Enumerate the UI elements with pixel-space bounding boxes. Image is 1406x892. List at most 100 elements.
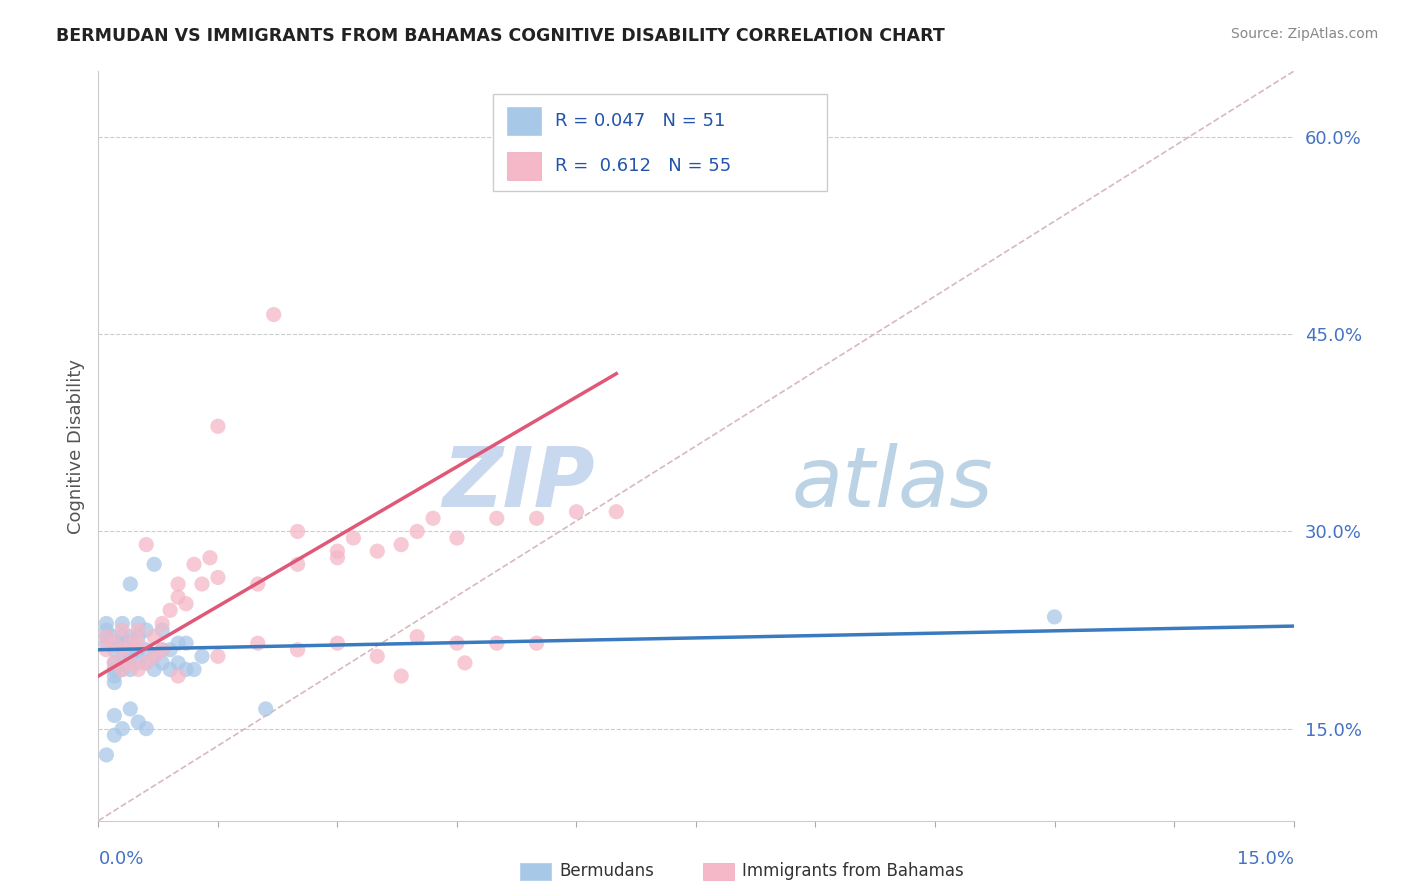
Point: [127, 714, 149, 729]
Point: [135, 722, 157, 736]
Point: [605, 505, 627, 519]
Point: [485, 636, 508, 650]
Point: [103, 642, 125, 657]
Point: [287, 558, 309, 572]
Point: [103, 728, 125, 742]
Point: [167, 590, 190, 604]
Point: [191, 577, 214, 591]
Point: [127, 663, 149, 677]
Point: [103, 656, 125, 670]
Text: BERMUDAN VS IMMIGRANTS FROM BAHAMAS COGNITIVE DISABILITY CORRELATION CHART: BERMUDAN VS IMMIGRANTS FROM BAHAMAS COGN…: [56, 27, 945, 45]
Point: [422, 511, 444, 525]
Point: [135, 623, 157, 637]
Point: [406, 524, 429, 539]
Point: [565, 505, 588, 519]
Point: [446, 636, 468, 650]
Point: [103, 636, 125, 650]
Text: R =  0.612   N = 55: R = 0.612 N = 55: [555, 157, 731, 175]
Point: [1043, 610, 1066, 624]
Point: [167, 656, 190, 670]
Text: 0.0%: 0.0%: [98, 849, 143, 868]
Point: [183, 663, 205, 677]
Point: [127, 636, 149, 650]
Point: [103, 669, 125, 683]
Point: [485, 511, 508, 525]
Point: [111, 663, 134, 677]
Point: [127, 630, 149, 644]
Point: [120, 649, 142, 664]
FancyBboxPatch shape: [508, 106, 541, 135]
Point: [111, 656, 134, 670]
Point: [167, 577, 190, 591]
Text: Source: ZipAtlas.com: Source: ZipAtlas.com: [1230, 27, 1378, 41]
Point: [96, 642, 118, 657]
Point: [198, 550, 221, 565]
Point: [120, 642, 142, 657]
Point: [366, 649, 388, 664]
Point: [103, 630, 125, 644]
Point: [120, 630, 142, 644]
Text: Immigrants from Bahamas: Immigrants from Bahamas: [742, 862, 965, 880]
Point: [246, 577, 269, 591]
Point: [207, 570, 229, 584]
Point: [159, 603, 181, 617]
Point: [174, 663, 197, 677]
Point: [127, 623, 149, 637]
Point: [150, 623, 173, 637]
Point: [96, 630, 118, 644]
Point: [135, 656, 157, 670]
Text: Bermudans: Bermudans: [560, 862, 654, 880]
Point: [143, 663, 166, 677]
Point: [111, 630, 134, 644]
Point: [446, 531, 468, 545]
Point: [342, 531, 364, 545]
Point: [103, 663, 125, 677]
Point: [135, 656, 157, 670]
Point: [207, 649, 229, 664]
Point: [167, 669, 190, 683]
Point: [287, 524, 309, 539]
Point: [287, 642, 309, 657]
Point: [96, 630, 118, 644]
Point: [96, 616, 118, 631]
Point: [143, 558, 166, 572]
Point: [120, 656, 142, 670]
Y-axis label: Cognitive Disability: Cognitive Disability: [66, 359, 84, 533]
Point: [111, 642, 134, 657]
Point: [246, 636, 269, 650]
FancyBboxPatch shape: [494, 94, 828, 191]
Point: [326, 544, 349, 558]
Point: [127, 656, 149, 670]
Point: [183, 558, 205, 572]
Point: [143, 649, 166, 664]
Point: [207, 419, 229, 434]
Point: [127, 642, 149, 657]
Text: 15.0%: 15.0%: [1236, 849, 1294, 868]
Point: [389, 669, 412, 683]
Point: [103, 656, 125, 670]
Text: atlas: atlas: [792, 443, 993, 524]
Point: [191, 649, 214, 664]
Point: [150, 656, 173, 670]
Point: [120, 663, 142, 677]
Point: [167, 636, 190, 650]
Point: [120, 577, 142, 591]
Point: [96, 636, 118, 650]
Point: [96, 623, 118, 637]
Point: [111, 642, 134, 657]
Point: [120, 636, 142, 650]
Point: [96, 747, 118, 762]
Point: [111, 636, 134, 650]
Point: [111, 663, 134, 677]
FancyBboxPatch shape: [508, 152, 541, 180]
Point: [143, 630, 166, 644]
Point: [143, 649, 166, 664]
Point: [150, 642, 173, 657]
Point: [326, 636, 349, 650]
Point: [135, 642, 157, 657]
Point: [174, 636, 197, 650]
Point: [150, 616, 173, 631]
Point: [103, 675, 125, 690]
Point: [406, 630, 429, 644]
Point: [526, 636, 548, 650]
